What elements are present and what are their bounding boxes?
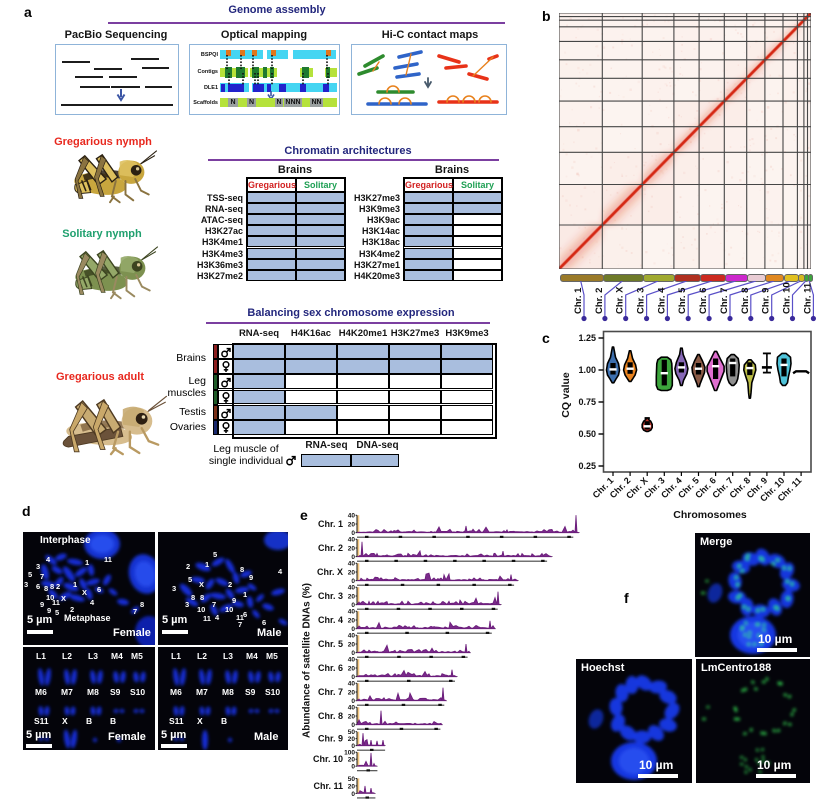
svg-text:Chr. 3: Chr. 3 — [636, 288, 647, 314]
svg-text:0: 0 — [351, 626, 355, 633]
svg-text:40: 40 — [348, 609, 356, 616]
svg-text:20: 20 — [348, 690, 356, 697]
svg-text:Chr. 7: Chr. 7 — [318, 687, 343, 697]
svg-text:20: 20 — [348, 618, 356, 625]
svg-text:20: 20 — [348, 522, 356, 529]
svg-text:0.75: 0.75 — [578, 397, 596, 407]
svg-text:0: 0 — [351, 722, 355, 729]
svg-text:40: 40 — [348, 705, 356, 712]
svg-text:Chr. X: Chr. X — [317, 567, 343, 577]
svg-text:Chr. 6: Chr. 6 — [698, 288, 709, 314]
svg-text:0: 0 — [351, 530, 355, 537]
svg-text:Chr. 5: Chr. 5 — [318, 639, 343, 649]
svg-text:100: 100 — [344, 750, 355, 757]
svg-text:40: 40 — [348, 537, 356, 544]
svg-text:40: 40 — [348, 681, 356, 688]
svg-text:20: 20 — [348, 736, 356, 743]
svg-text:20: 20 — [348, 546, 356, 553]
svg-text:40: 40 — [348, 513, 356, 520]
svg-text:Chr. 1: Chr. 1 — [318, 519, 343, 529]
svg-text:20: 20 — [348, 570, 356, 577]
svg-text:40: 40 — [348, 585, 356, 592]
svg-text:0: 0 — [351, 698, 355, 705]
svg-text:Chr. 4: Chr. 4 — [656, 287, 667, 314]
svg-text:Chr. 10: Chr. 10 — [313, 754, 343, 764]
svg-text:0.25: 0.25 — [578, 461, 596, 471]
svg-text:Chr. 8: Chr. 8 — [318, 711, 343, 721]
svg-text:20: 20 — [348, 642, 356, 649]
svg-text:0.50: 0.50 — [578, 429, 596, 439]
svg-text:0: 0 — [351, 602, 355, 609]
svg-text:40: 40 — [348, 657, 356, 664]
svg-text:Chr. 2: Chr. 2 — [318, 543, 343, 553]
svg-text:0: 0 — [351, 674, 355, 681]
svg-text:Chr. 8: Chr. 8 — [740, 288, 751, 314]
svg-text:0: 0 — [351, 578, 355, 585]
svg-text:Chr. 7: Chr. 7 — [719, 288, 730, 314]
svg-text:Chr. 4: Chr. 4 — [318, 615, 343, 625]
svg-text:40: 40 — [348, 633, 356, 640]
svg-text:Chr. 10: Chr. 10 — [782, 282, 793, 314]
svg-text:0: 0 — [351, 554, 355, 561]
svg-text:Chr. 11: Chr. 11 — [313, 781, 343, 791]
svg-text:50: 50 — [348, 729, 356, 736]
svg-text:0: 0 — [351, 650, 355, 657]
svg-text:20: 20 — [348, 714, 356, 721]
svg-text:Chr. 11: Chr. 11 — [802, 282, 813, 314]
svg-text:50: 50 — [348, 776, 356, 783]
svg-text:0: 0 — [351, 743, 355, 750]
svg-text:Chr. 2: Chr. 2 — [594, 288, 605, 314]
svg-text:20: 20 — [348, 757, 356, 764]
svg-text:Chr. 9: Chr. 9 — [318, 734, 343, 744]
svg-text:1.25: 1.25 — [578, 333, 596, 343]
svg-text:Chr. 1: Chr. 1 — [573, 287, 584, 314]
svg-text:20: 20 — [348, 783, 356, 790]
svg-text:0: 0 — [351, 791, 355, 798]
svg-text:20: 20 — [348, 594, 356, 601]
svg-text:0: 0 — [351, 764, 355, 771]
svg-text:20: 20 — [348, 666, 356, 673]
svg-text:Chr. 6: Chr. 6 — [318, 663, 343, 673]
svg-text:40: 40 — [348, 561, 356, 568]
svg-text:Chr. 3: Chr. 3 — [318, 591, 343, 601]
svg-text:1.00: 1.00 — [578, 365, 596, 375]
svg-text:Chr. 5: Chr. 5 — [677, 287, 688, 314]
svg-text:Chr. 9: Chr. 9 — [761, 288, 772, 314]
svg-text:Chr. X: Chr. X — [615, 286, 626, 314]
